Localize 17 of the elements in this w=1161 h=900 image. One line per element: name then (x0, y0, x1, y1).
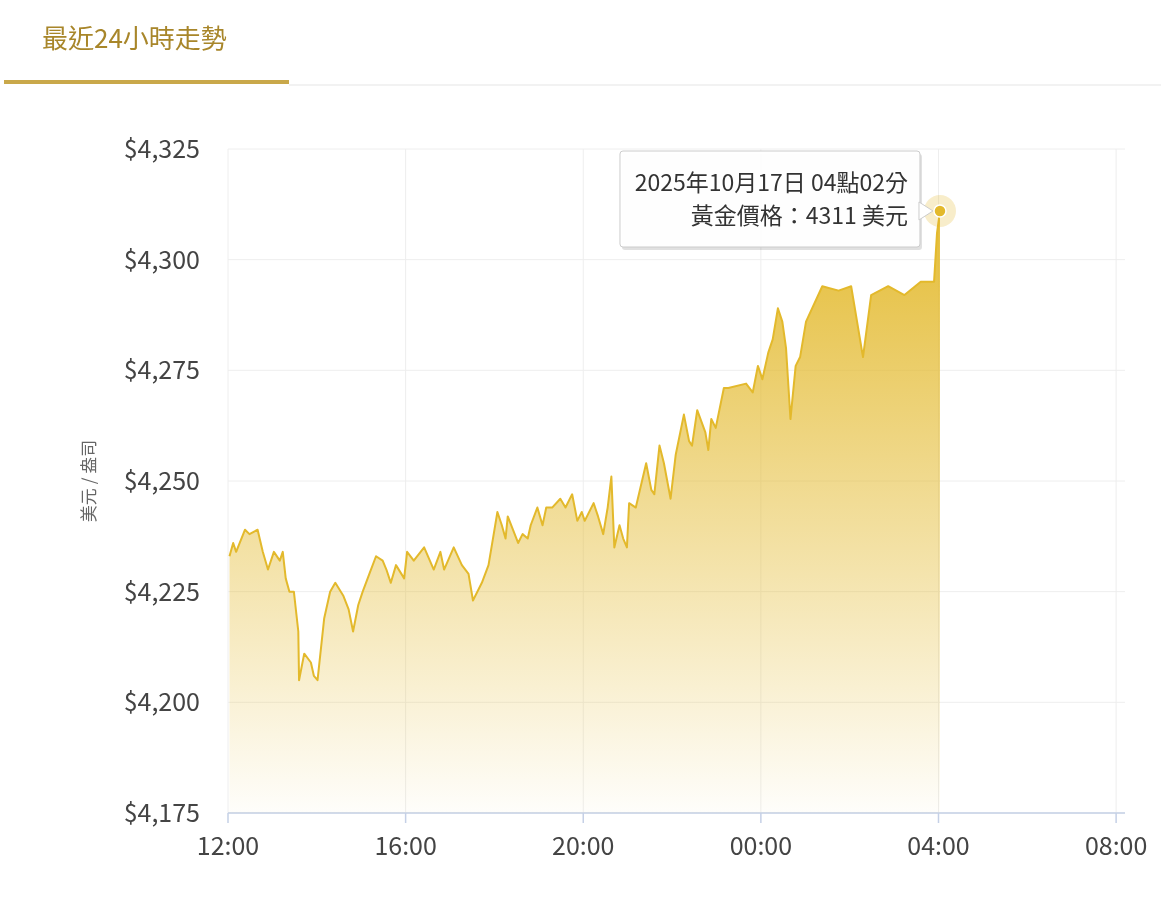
y-tick-label: $4,175 (123, 793, 200, 829)
y-tick-label: $4,225 (123, 571, 200, 608)
x-tick-label: 12:00 (196, 826, 260, 862)
y-axis-title: 美元 / 盎司 (75, 439, 100, 523)
x-tick-label: 20:00 (552, 826, 615, 862)
y-tick-label: $4,300 (123, 239, 200, 276)
y-tick-label: $4,250 (123, 461, 200, 497)
annotation: 黃金價格：4311 美元 (690, 197, 908, 231)
y-tick-label: $4,325 (123, 129, 200, 165)
x-tick-label: 16:00 (374, 826, 437, 862)
x-tick-label: 00:00 (729, 826, 793, 862)
y-tick-label: $4,200 (123, 682, 200, 719)
annotation: 2025年10月17日 04點02分 (634, 164, 908, 198)
chart-title: 最近24小時走勢 (42, 18, 227, 55)
x-tick-label: 04:00 (907, 826, 970, 862)
y-tick-label: $4,275 (123, 350, 200, 387)
x-tick-label: 08:00 (1084, 826, 1148, 862)
